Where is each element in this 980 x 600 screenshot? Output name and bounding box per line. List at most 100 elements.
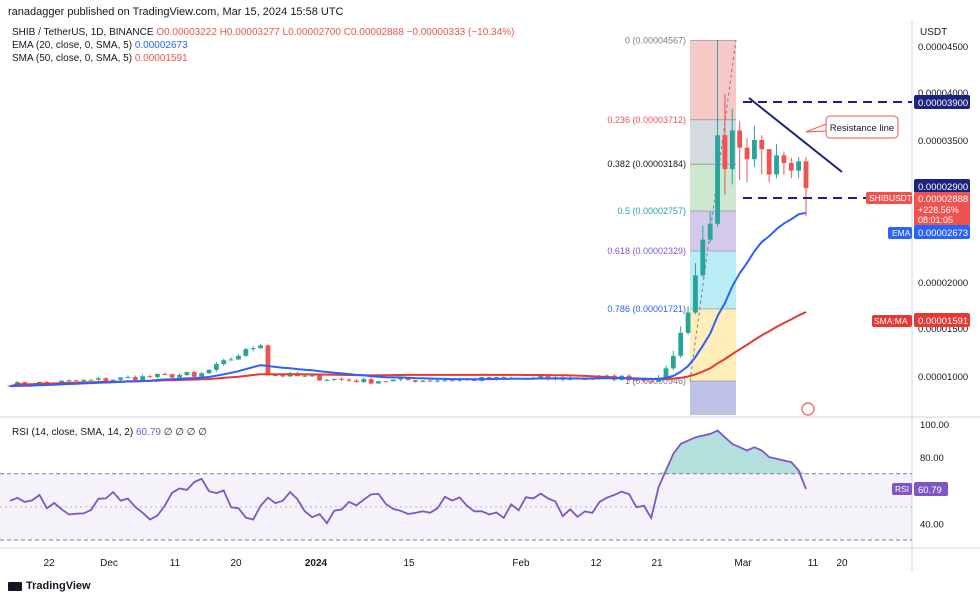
candle-body [317, 375, 322, 381]
rsi-legend-label: RSI (14, close, SMA, 14, 2) [12, 427, 134, 438]
candle-body [265, 345, 271, 376]
fib-level-label: 0.786 (0.00001721) [607, 304, 686, 314]
candle-body [73, 380, 79, 382]
candle-body [781, 155, 787, 163]
candle-body [199, 373, 205, 377]
candle-body [96, 378, 101, 380]
tradingview-logo[interactable]: TradingView [8, 580, 91, 592]
fib-zone [690, 164, 736, 211]
fib-zone [690, 211, 736, 251]
time-tick-label: 20 [836, 558, 848, 569]
sma-price-badge: 0.00001591 [918, 316, 968, 327]
candle-body [442, 380, 448, 382]
candle-body [162, 373, 168, 375]
rsi-tick-label: 100.00 [920, 420, 949, 431]
symbol-tag-bg [866, 192, 912, 204]
candle-body [398, 377, 404, 380]
fib-level-label: 1 (0.00000946) [625, 376, 686, 386]
annotation-label: Resistance line [830, 123, 894, 134]
time-tick-label: 12 [590, 558, 602, 569]
time-tick-label: 22 [43, 558, 55, 569]
candle-body [184, 372, 190, 375]
candle-body [435, 380, 440, 382]
last-price-badge-bg [914, 192, 970, 226]
candle-body [501, 377, 507, 379]
candle-body [752, 140, 757, 160]
resistance-level-badge: 0.00003900 [918, 98, 968, 109]
last-price-value: 0.00002888 [918, 194, 968, 205]
candle-body [796, 161, 802, 171]
ema-20-line [9, 211, 807, 388]
candle-body [376, 381, 381, 384]
price-tick-label: 0.00002000 [918, 278, 968, 289]
candle-body [272, 375, 278, 377]
rsi-legend-extra: ∅ ∅ ∅ ∅ [163, 427, 207, 438]
candle-body [700, 239, 706, 276]
candle-body [368, 379, 374, 384]
candle-body [538, 376, 544, 378]
rsi-line [9, 429, 807, 525]
rsi-tag-bg [892, 482, 912, 495]
candle-body [236, 355, 241, 360]
ema-price-badge-bg [914, 225, 970, 239]
ohlc-values: O0.00003222 H0.00003277 L0.00002700 C0.0… [156, 27, 515, 38]
candle-body [737, 130, 743, 148]
time-tick-label: 11 [170, 558, 181, 569]
candle-body [449, 380, 455, 382]
ema-tag: EMA [892, 228, 911, 238]
fib-zone [690, 309, 736, 381]
candle-body [110, 379, 116, 381]
time-tick-label: 21 [651, 558, 663, 569]
ema-legend: EMA (20, close, 0, SMA, 5) 0.00002673 [12, 40, 188, 51]
price-tick-label: 0.00004500 [918, 42, 968, 53]
candle-body [125, 377, 131, 379]
symbol-legend: SHIB / TetherUS, 1D, BINANCE O0.00003222… [12, 27, 514, 38]
rsi-tag: RSI [895, 484, 909, 494]
fib-zone [690, 40, 736, 120]
sma-legend-value: 0.00001591 [134, 53, 188, 64]
symbol-tag: SHIBUSDT [869, 193, 912, 203]
tradingview-icon [8, 581, 22, 591]
rsi-value-badge: 60.79 [918, 485, 942, 496]
candle-body [324, 379, 330, 381]
candle-body [648, 381, 654, 383]
price-tick-label: 0.00001000 [918, 372, 968, 383]
candle-body [302, 375, 308, 377]
currency-label: USDT [920, 27, 948, 38]
price-tick-label: 0.00001500 [918, 324, 968, 335]
candle-body [707, 223, 713, 240]
candle-body [59, 380, 64, 383]
fib-level-label: 0.236 (0.00003712) [607, 115, 686, 125]
candle-body [803, 161, 809, 189]
sma-tag-bg [872, 315, 912, 327]
price-tick-label: 0.00004000 [918, 88, 968, 99]
candle-body [132, 377, 138, 381]
candle-body [243, 349, 249, 356]
rsi-overbought-fill [658, 430, 806, 474]
candle-body [191, 372, 197, 377]
resistance-trend-line [748, 97, 843, 173]
candle-body [774, 155, 779, 175]
candle-body [155, 373, 160, 377]
candle-body [169, 374, 175, 378]
candle-body [722, 135, 728, 170]
candle-body [634, 379, 639, 381]
resistance-level-badge-bg [914, 95, 970, 109]
time-tick-label: Mar [734, 558, 752, 569]
candle-body [670, 355, 676, 369]
time-tick-label: Dec [100, 558, 118, 569]
time-tick-label: 15 [403, 558, 415, 569]
candle-body [140, 376, 146, 381]
published-caption: ranadagger published on TradingView.com,… [8, 6, 344, 18]
rsi-legend: RSI (14, close, SMA, 14, 2) 60.79 ∅ ∅ ∅ … [12, 427, 207, 438]
fib-level-label: 0 (0.00004567) [625, 35, 686, 45]
ema-legend-label: EMA (20, close, 0, SMA, 5) [12, 40, 133, 51]
candle-body [744, 147, 750, 160]
candle-body [147, 376, 153, 378]
candle-body [383, 381, 389, 383]
sma-price-badge-bg [914, 313, 970, 327]
candle-body [663, 368, 669, 378]
ema-legend-value: 0.00002673 [134, 40, 188, 51]
candle-body [405, 377, 411, 381]
